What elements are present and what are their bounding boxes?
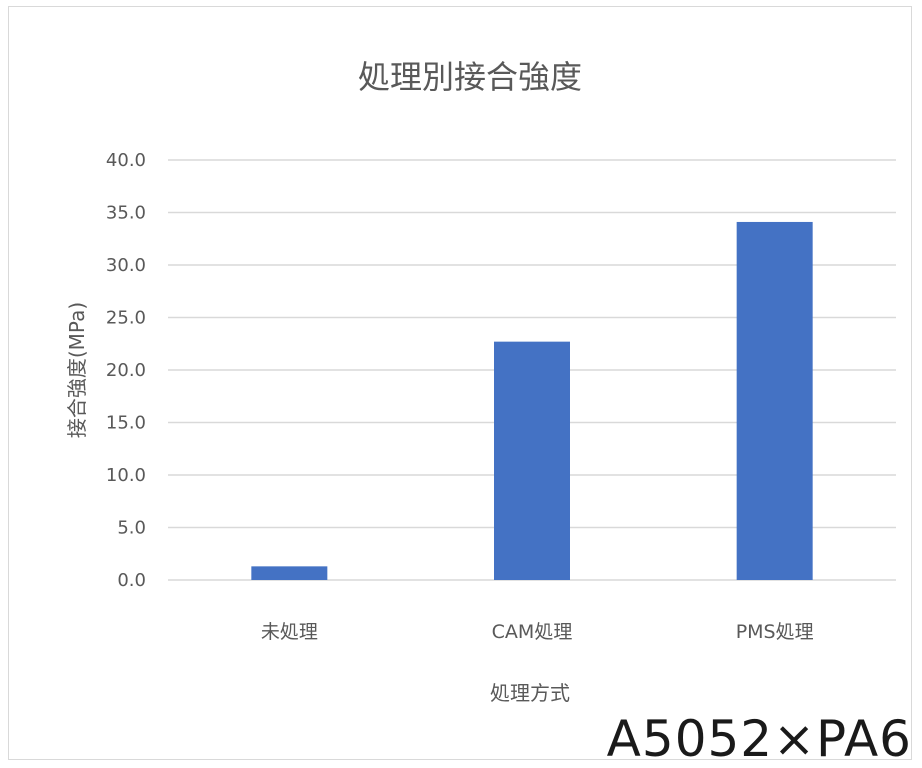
y-tick-label: 0.0 — [117, 570, 146, 591]
y-tick-labels: 0.0 5.0 10.0 15.0 20.0 25.0 30.0 35.0 40.0 — [106, 150, 146, 591]
category-label: 未処理 — [261, 621, 318, 643]
bar-1 — [494, 341, 570, 580]
y-tick-label: 40.0 — [106, 150, 146, 171]
y-tick-label: 5.0 — [117, 518, 146, 539]
y-tick-label: 20.0 — [106, 360, 146, 381]
y-tick-label: 15.0 — [106, 413, 146, 434]
y-tick-label: 25.0 — [106, 308, 146, 329]
material-caption: A5052×PA6 — [606, 710, 912, 768]
bar-0 — [251, 566, 328, 580]
bar-2 — [736, 221, 813, 580]
category-label: CAM処理 — [492, 621, 573, 643]
y-axis-title: 接合強度(MPa) — [65, 302, 89, 438]
y-tick-label: 30.0 — [106, 255, 146, 276]
y-tick-label: 35.0 — [106, 203, 146, 224]
category-label: PMS処理 — [736, 621, 814, 643]
category-labels: 未処理 CAM処理 PMS処理 — [261, 621, 814, 643]
x-axis-title: 処理方式 — [490, 681, 570, 705]
bars — [251, 221, 813, 580]
y-tick-label: 10.0 — [106, 465, 146, 486]
chart-title: 処理別接合強度 — [358, 58, 582, 96]
